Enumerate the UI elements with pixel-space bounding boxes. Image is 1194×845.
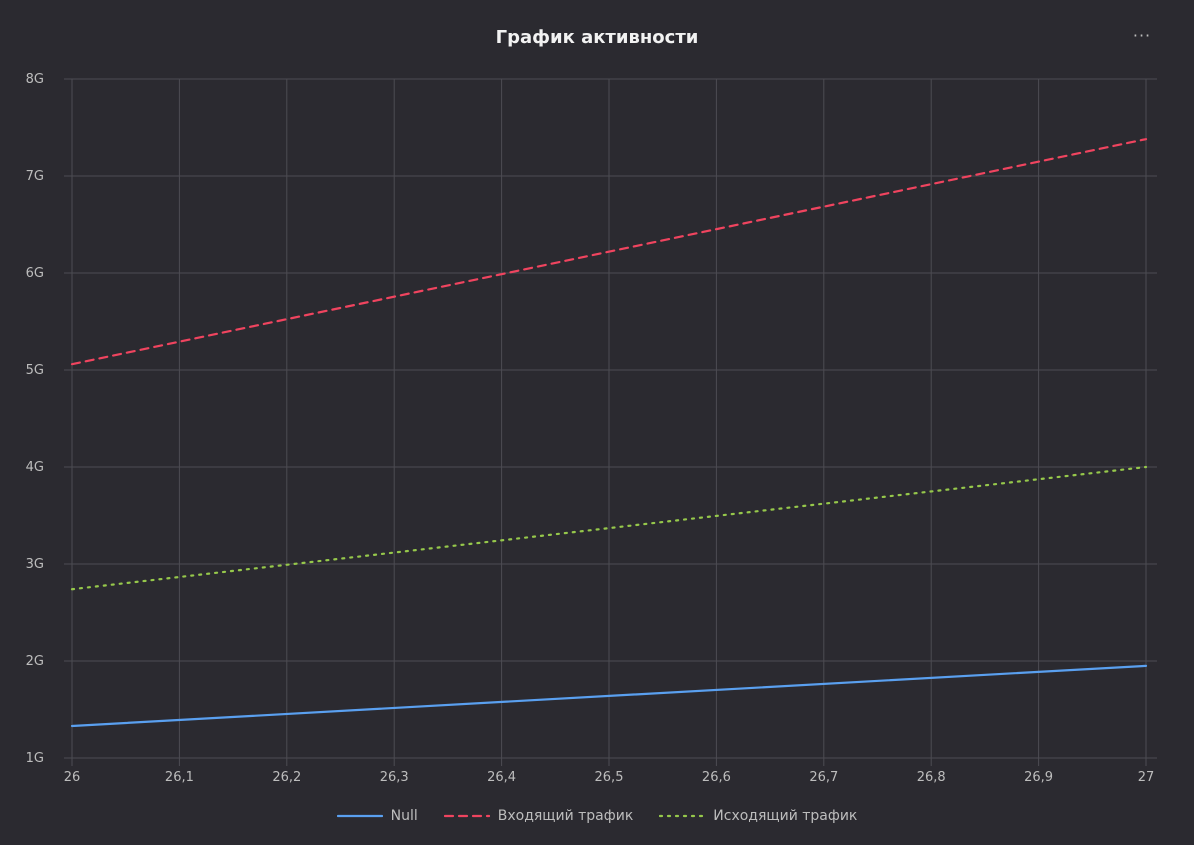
- x-tick-label: 26,4: [487, 770, 516, 785]
- series-line-2[interactable]: [70, 138, 1148, 366]
- more-options-icon[interactable]: ···: [1132, 26, 1152, 45]
- legend-swatch: [336, 814, 383, 818]
- x-tick-label: 26: [64, 770, 81, 785]
- x-tick-label: 26,5: [595, 770, 624, 785]
- y-tick-label: 5G: [26, 363, 44, 378]
- chart-legend: Null Входящий трафик Исходящий трафик: [0, 808, 1194, 824]
- y-tick-label: 7G: [26, 169, 44, 184]
- x-tick-label: 26,2: [272, 770, 301, 785]
- y-tick-label: 6G: [26, 266, 44, 281]
- grid-lines: [64, 78, 1157, 766]
- y-tick-label: 4G: [26, 460, 44, 475]
- legend-label: Null: [390, 808, 418, 824]
- legend-item-3[interactable]: Исходящий трафик: [659, 808, 857, 824]
- x-tick-label: 27: [1138, 770, 1155, 785]
- legend-label: Исходящий трафик: [713, 808, 858, 824]
- legend-label: Входящий трафик: [497, 808, 634, 824]
- y-tick-label: 8G: [26, 72, 44, 87]
- chart-title: График активности: [495, 27, 699, 48]
- series-line-1[interactable]: [70, 664, 1148, 728]
- x-tick-label: 26,8: [917, 770, 946, 785]
- legend-item-1[interactable]: Null: [336, 808, 418, 824]
- legend-swatch: [443, 814, 490, 818]
- series-lines: [70, 138, 1148, 728]
- y-tick-label: 3G: [26, 557, 44, 572]
- y-tick-label: 2G: [26, 654, 44, 669]
- x-tick-label: 26,7: [809, 770, 838, 785]
- y-tick-label: 1G: [26, 751, 44, 766]
- x-tick-label: 26,6: [702, 770, 731, 785]
- x-tick-label: 26,3: [380, 770, 409, 785]
- axis-labels: 1G 2G 3G 4G 5G 6G 7G 8G 26 26,1 26,2 26,3 26,4 26,5 26…: [26, 72, 1155, 785]
- x-tick-label: 26,9: [1024, 770, 1053, 785]
- x-tick-label: 26,1: [165, 770, 194, 785]
- legend-item-2[interactable]: Входящий трафик: [443, 808, 634, 824]
- legend-swatch: [659, 814, 706, 818]
